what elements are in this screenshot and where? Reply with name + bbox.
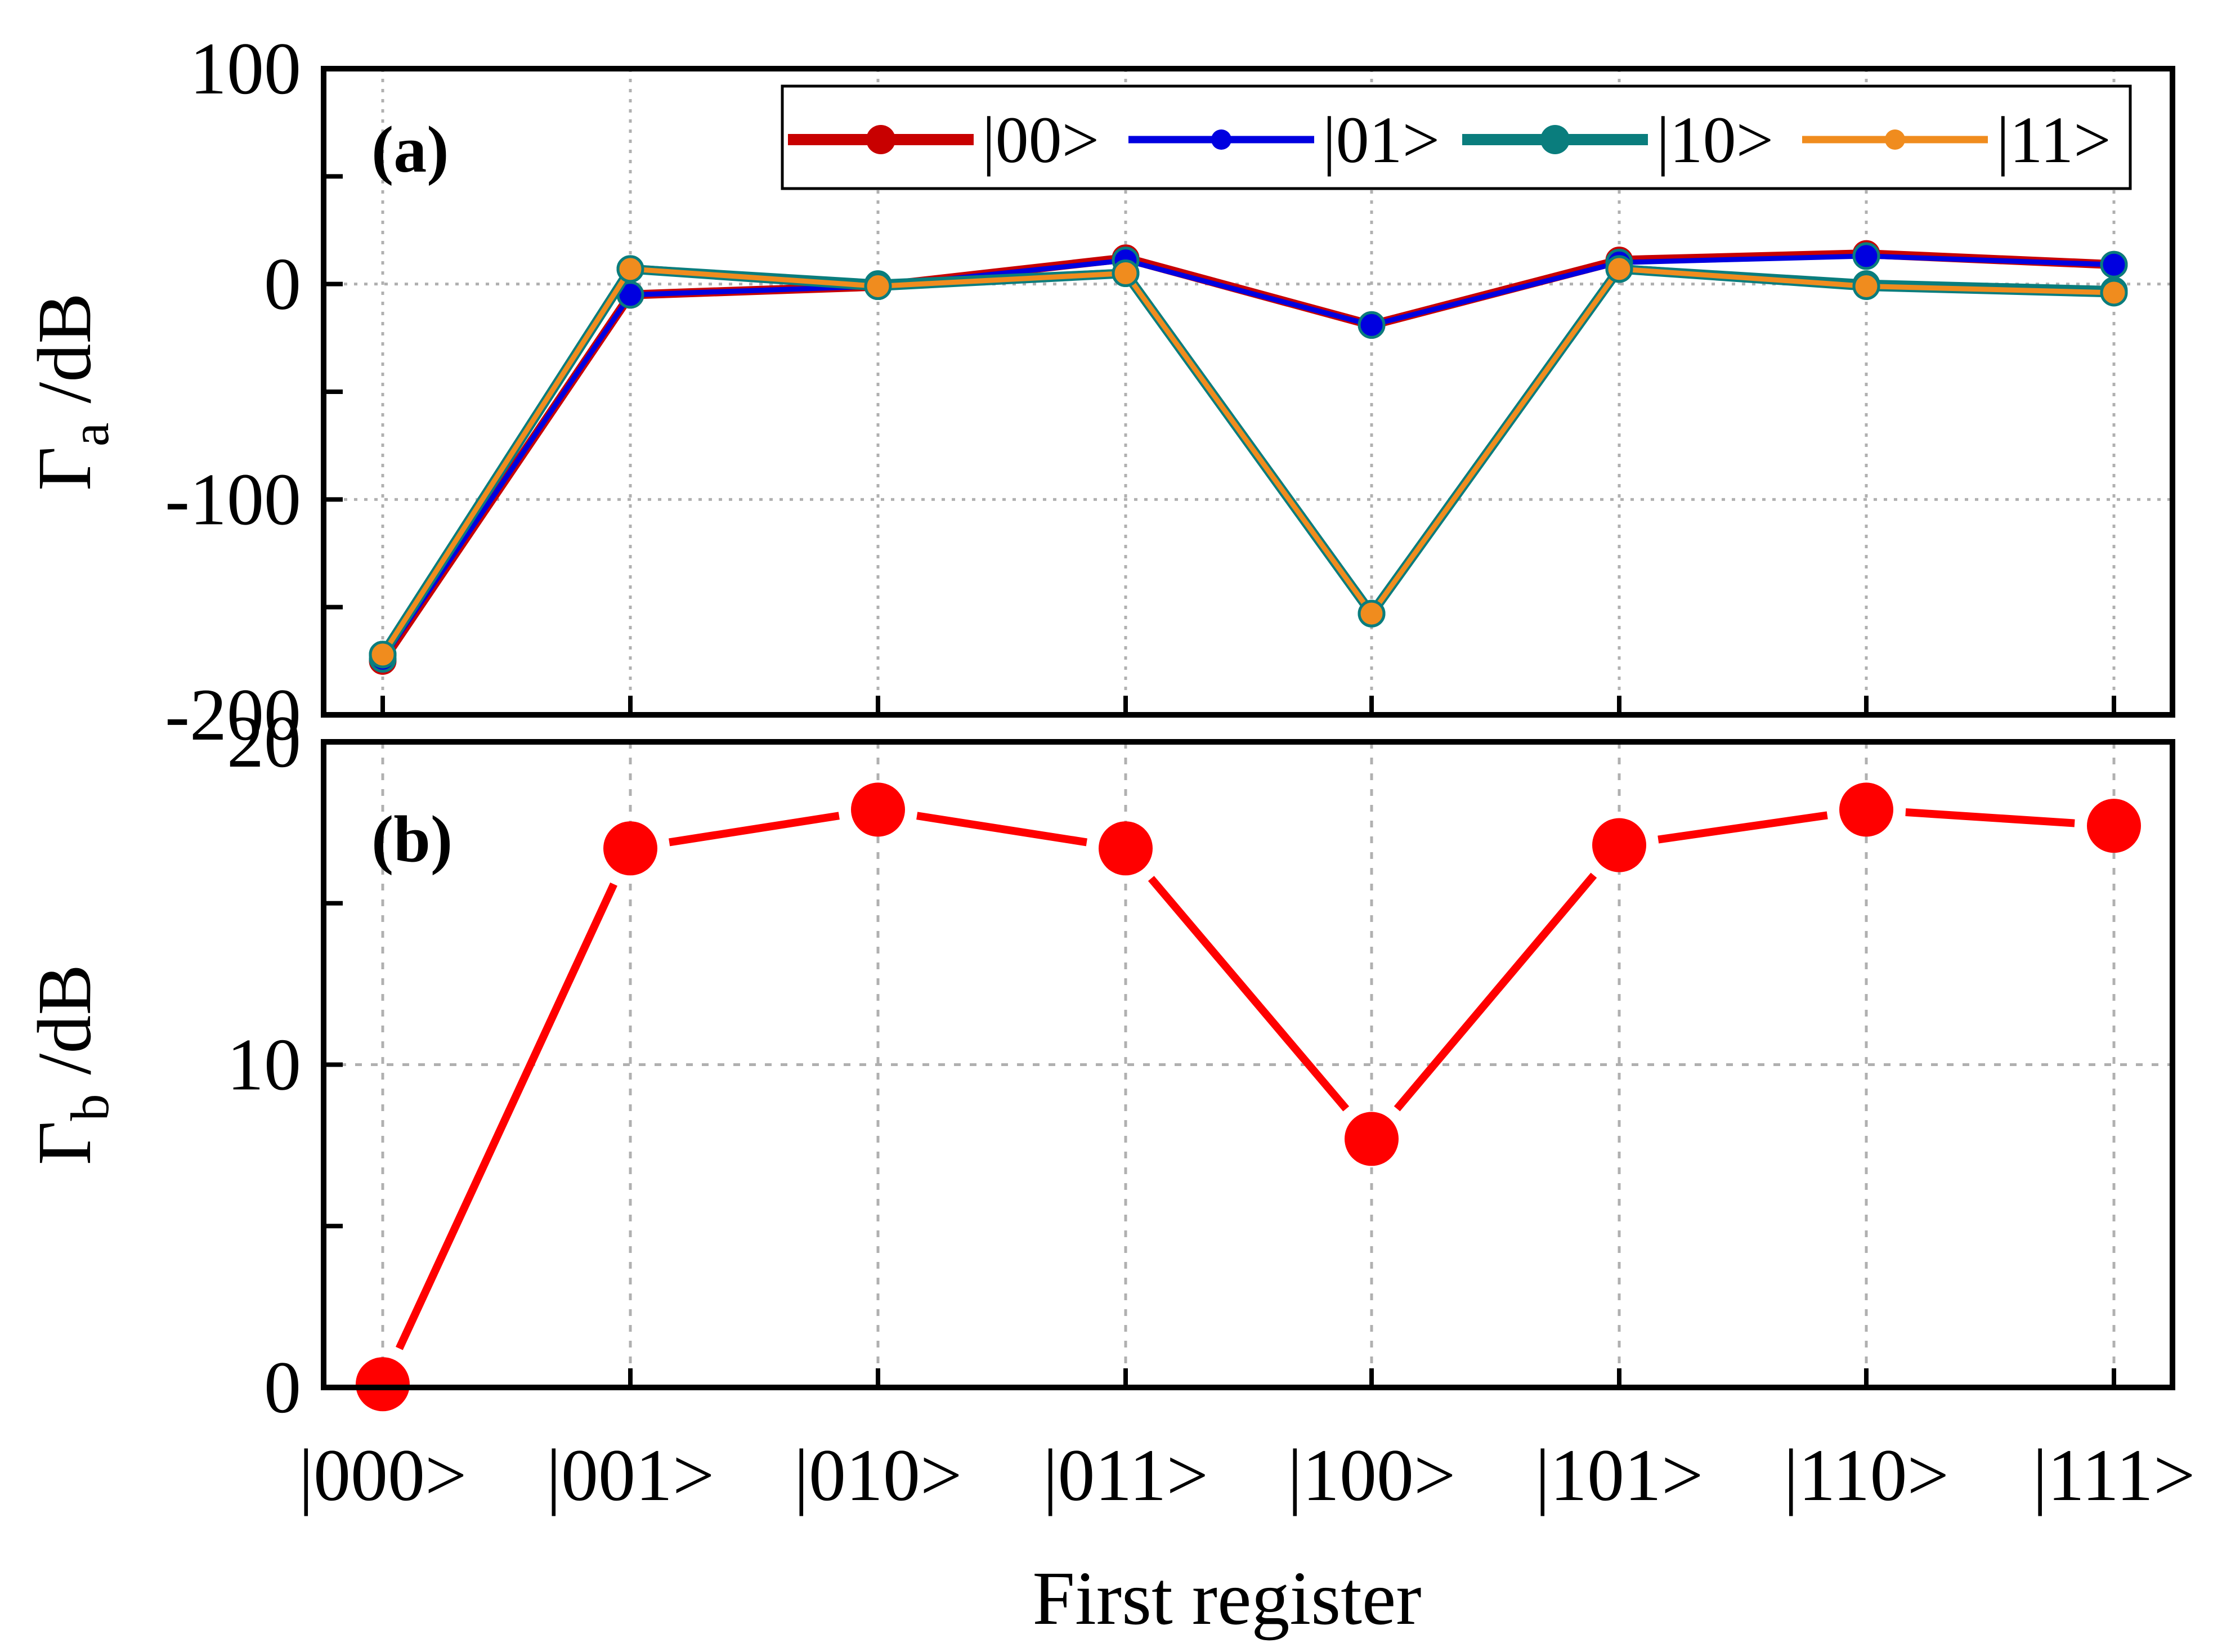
panel-a: 100 0 -100 -200 (a) Γa /dB |00> |01> |10> |11> (23, 27, 2175, 756)
y-tick-label: 10 (227, 1023, 301, 1106)
data-point (1852, 272, 1880, 300)
legend-label: |11> (1996, 103, 2111, 177)
data-point (2100, 279, 2128, 307)
x-tick-label: |001> (546, 1434, 715, 1516)
legend-item: |11> (1802, 103, 2111, 177)
plot-frame (321, 66, 2175, 718)
series-line-segment (1657, 811, 1828, 844)
series-line (380, 266, 2114, 656)
y-tick-label: 0 (264, 243, 301, 325)
x-tick-label: |010> (794, 1434, 962, 1516)
y-tick-label: 20 (227, 700, 301, 783)
x-tick-label: |011> (1043, 1434, 1208, 1516)
x-tick-label: |100> (1288, 1434, 1456, 1516)
x-tick-label: |000> (299, 1434, 467, 1516)
legend-label: |00> (982, 103, 1099, 177)
y-axis-title-unit: /dB (23, 964, 107, 1094)
series-line (379, 264, 2114, 657)
data-point (1592, 818, 1646, 872)
data-point (1112, 259, 1140, 288)
series-line-outline (378, 264, 2114, 657)
series-line-segment (396, 882, 617, 1350)
series-line-segment (1905, 808, 2075, 827)
y-axis-title-sub: b (60, 1094, 120, 1121)
data-point (369, 641, 397, 669)
data-point (1358, 311, 1386, 339)
data-point (1605, 255, 1633, 283)
panel-b: 20 10 0 (b) Γb /dB (23, 700, 2175, 1429)
legend-item: |01> (1128, 103, 1440, 177)
legend-label: |01> (1323, 103, 1440, 177)
data-point (356, 1357, 410, 1412)
legend-marker (1211, 129, 1231, 150)
y-axis-title: Γb /dB (23, 964, 120, 1165)
legend-label: |10> (1656, 103, 1773, 177)
data-point (1852, 242, 1880, 270)
y-tick-label: 0 (264, 1346, 301, 1429)
data-point (1358, 599, 1386, 628)
y-axis-title-main: Γ (23, 1121, 107, 1165)
series-line-segment (916, 812, 1087, 847)
series-line (379, 249, 2114, 664)
data-point (2087, 799, 2141, 853)
data-point (603, 821, 657, 876)
series-line (380, 253, 2114, 661)
legend-marker (866, 125, 895, 154)
series-line-segment (669, 812, 840, 847)
x-tick-label: |111> (2032, 1434, 2195, 1516)
series-01 (369, 242, 2128, 673)
series-11 (369, 255, 2128, 669)
y-tick-label: -200 (165, 673, 301, 756)
data-point (1839, 782, 1893, 837)
data-point (851, 782, 905, 837)
legend-item: |00> (788, 103, 1099, 177)
y-axis-title-unit: /dB (23, 293, 107, 423)
data-point (2100, 250, 2128, 279)
x-tick-label: |101> (1535, 1434, 1704, 1516)
data-point (864, 272, 892, 300)
data-point (616, 255, 644, 283)
data-point (1099, 821, 1153, 876)
y-axis-title-main: Γ (23, 446, 107, 491)
series-line-segment (1148, 876, 1350, 1112)
grid (324, 742, 2172, 1387)
legend-item: |10> (1462, 103, 1773, 177)
legend-marker (1540, 125, 1570, 154)
panel-label: (a) (371, 113, 449, 186)
y-tick-label: 100 (190, 27, 301, 110)
legend: |00> |01> |10> |11> (781, 84, 2132, 190)
series-line-segment (1394, 872, 1597, 1112)
x-tick-label: |110> (1784, 1434, 1949, 1516)
legend-marker (1885, 129, 1905, 150)
panel-label: (b) (371, 802, 453, 876)
data-point (1345, 1112, 1399, 1166)
y-axis-title: Γa /dB (23, 293, 120, 491)
series-10 (369, 255, 2128, 669)
x-axis-title: First register (1032, 1556, 1421, 1641)
series-b (356, 782, 2141, 1412)
y-axis-title-sub: a (60, 423, 120, 447)
plot-frame (321, 739, 2175, 1390)
y-tick-label: -100 (165, 458, 301, 540)
